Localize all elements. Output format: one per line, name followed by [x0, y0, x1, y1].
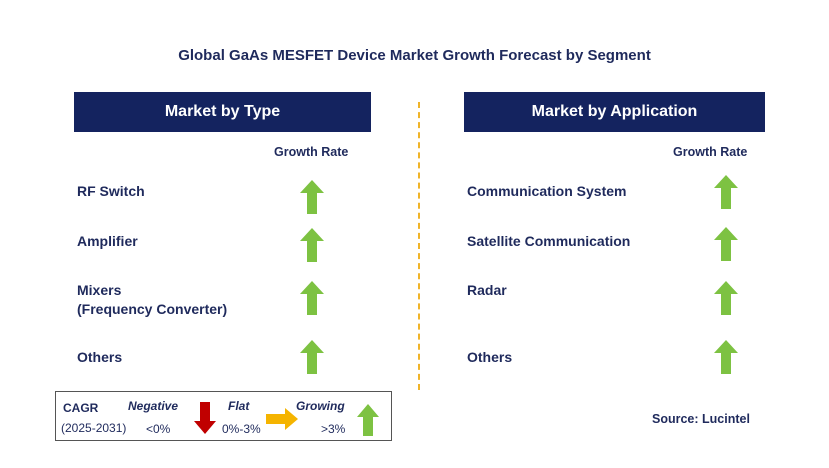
- legend-period: (2025-2031): [61, 421, 127, 435]
- type-row-label: RF Switch: [77, 183, 145, 199]
- growing-arrow-icon: [714, 340, 738, 374]
- type-row-label: Mixers (Frequency Converter): [77, 282, 228, 317]
- growing-arrow-icon: [714, 227, 738, 261]
- cagr-legend: CAGR (2025-2031) Negative <0% Flat 0%-3%…: [55, 391, 392, 441]
- legend-flat-range: 0%-3%: [222, 422, 261, 436]
- legend-growing-range: >3%: [321, 422, 346, 436]
- growing-arrow-icon: [300, 228, 324, 262]
- growing-arrow-icon: [714, 281, 738, 315]
- legend-negative-label: Negative: [128, 399, 179, 413]
- growing-arrow-icon: [357, 404, 379, 436]
- growing-arrow-icon: [714, 175, 738, 209]
- type-growth-rate-label: Growth Rate: [274, 145, 349, 159]
- application-row-label: Satellite Communication: [467, 233, 631, 249]
- chart-title: Global GaAs MESFET Device Market Growth …: [178, 47, 651, 64]
- application-row-label: Others: [467, 349, 513, 365]
- negative-arrow-icon: [194, 402, 216, 434]
- flat-arrow-icon: [266, 408, 298, 430]
- panel-divider: [418, 102, 420, 390]
- legend-negative-range: <0%: [146, 422, 171, 436]
- growing-arrow-icon: [300, 281, 324, 315]
- source-label: Source: Lucintel: [652, 412, 750, 426]
- legend-growing-label: Growing: [296, 399, 345, 413]
- type-panel-header: Market by Type: [74, 92, 371, 132]
- application-row-label: Radar: [467, 282, 507, 298]
- growing-arrow-icon: [300, 180, 324, 214]
- type-row-label: Amplifier: [77, 233, 138, 249]
- application-growth-rate-label: Growth Rate: [673, 145, 748, 159]
- application-panel-header: Market by Application: [464, 92, 765, 132]
- application-row-label: Communication System: [467, 183, 627, 199]
- legend-flat-label: Flat: [228, 399, 250, 413]
- growing-arrow-icon: [300, 340, 324, 374]
- legend-cagr-label: CAGR: [63, 401, 99, 415]
- type-row-label: Others: [77, 349, 123, 365]
